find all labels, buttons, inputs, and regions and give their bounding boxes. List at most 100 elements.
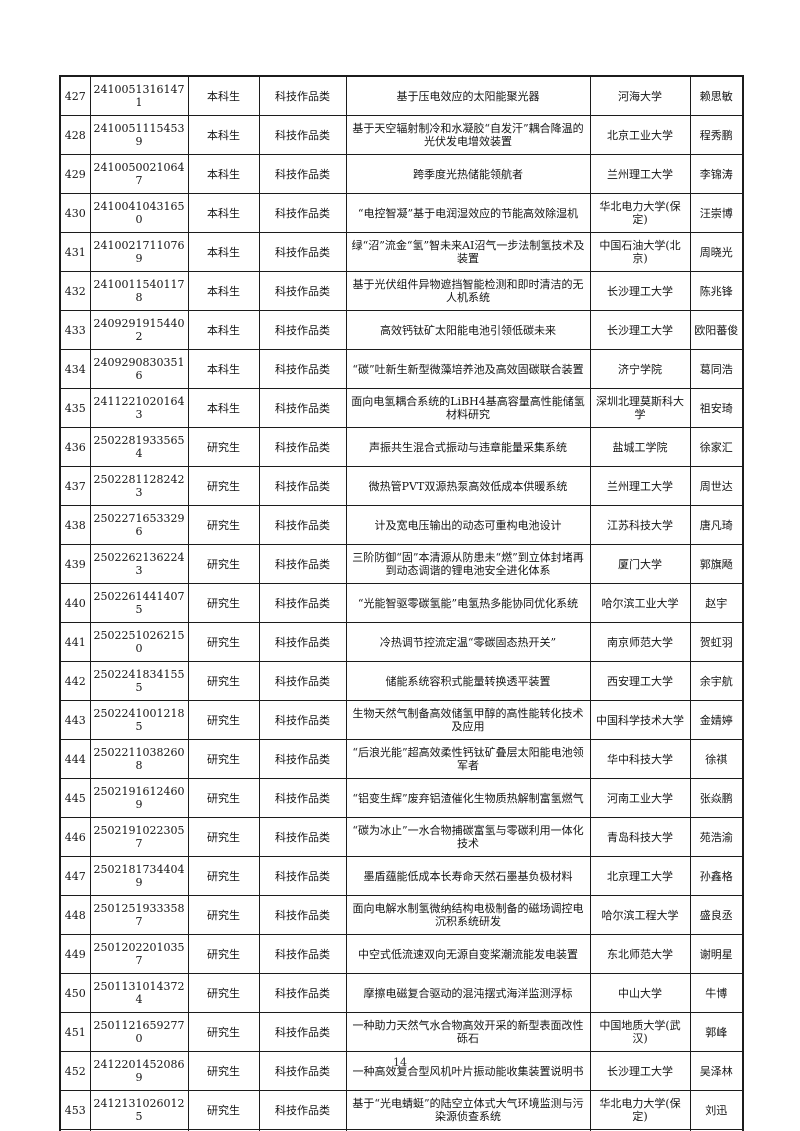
cell-university: 西安理工大学: [589, 661, 691, 701]
cell-category: 科技作品类: [258, 388, 347, 428]
cell-student-level: 本科生: [187, 193, 260, 233]
cell-entry-id: 24100217110769: [89, 232, 189, 272]
cell-category: 科技作品类: [258, 427, 347, 467]
cell-index: 431: [59, 232, 91, 272]
cell-author-name: 谢明星: [689, 934, 744, 974]
cell-index: 447: [59, 856, 91, 896]
cell-index: 434: [59, 349, 91, 389]
cell-index: 449: [59, 934, 91, 974]
cell-category: 科技作品类: [258, 75, 347, 116]
cell-author-name: 盛良丞: [689, 895, 744, 935]
cell-entry-id: 25022510262150: [89, 622, 189, 662]
cell-university: 华北电力大学(保定): [589, 193, 691, 233]
cell-author-name: 张焱鹏: [689, 778, 744, 818]
cell-project-title: 生物天然气制备高效储氢甲醇的高性能转化技术及应用: [345, 700, 591, 740]
table-row: 429 24100500210647 本科生 科技作品类 跨季度光热储能领航者 …: [59, 154, 744, 194]
cell-author-name: 郭峰: [689, 1012, 744, 1052]
cell-category: 科技作品类: [258, 544, 347, 584]
cell-project-title: 冷热调节控流定温“零碳固态热开关”: [345, 622, 591, 662]
cell-student-level: 研究生: [187, 505, 260, 545]
cell-entry-id: 25022110382608: [89, 739, 189, 779]
table-row: 427 24100513161471 本科生 科技作品类 基于压电效应的太阳能聚…: [59, 75, 744, 116]
cell-project-title: 高效钙钛矿太阳能电池引领低碳未来: [345, 310, 591, 350]
cell-entry-id: 25022621362243: [89, 544, 189, 584]
cell-student-level: 本科生: [187, 232, 260, 272]
cell-project-title: 三阶防御“固”本清源从防患未“燃”到立体封堵再到动态调谐的锂电池安全进化体系: [345, 544, 591, 584]
cell-project-title: “铝变生辉”废弃铝渣催化生物质热解制富氢燃气: [345, 778, 591, 818]
cell-university: 长沙理工大学: [589, 310, 691, 350]
table-row: 430 24100410431650 本科生 科技作品类 “电控智凝”基于电润湿…: [59, 193, 744, 233]
cell-project-title: 一种助力天然气水合物高效开采的新型表面改性砾石: [345, 1012, 591, 1052]
cell-author-name: 周璐: [689, 1129, 744, 1131]
cell-student-level: 本科生: [187, 75, 260, 116]
table-row: 453 24121310260125 研究生 科技作品类 基于“光电蜻蜓”的陆空…: [59, 1090, 744, 1130]
cell-entry-id: 24121310260125: [89, 1090, 189, 1130]
cell-entry-id: 24092908303516: [89, 349, 189, 389]
entries-table: 427 24100513161471 本科生 科技作品类 基于压电效应的太阳能聚…: [59, 75, 744, 1131]
cell-category: 科技作品类: [258, 1012, 347, 1052]
cell-university: 兰州理工大学: [589, 154, 691, 194]
cell-entry-id: 25012519333587: [89, 895, 189, 935]
cell-university: 中国石油大学(北京): [589, 232, 691, 272]
table-row: 436 25022819335654 研究生 科技作品类 声振共生混合式振动与违…: [59, 427, 744, 467]
cell-author-name: 周世达: [689, 466, 744, 506]
cell-university: 深圳北理莫斯科大学: [589, 388, 691, 428]
cell-author-name: 贺虹羽: [689, 622, 744, 662]
cell-project-title: 基于“光电蜻蜓”的陆空立体式大气环境监测与污染源侦查系统: [345, 1090, 591, 1130]
cell-university: 济宁学院: [589, 349, 691, 389]
cell-student-level: 本科生: [187, 271, 260, 311]
cell-author-name: 徐祺: [689, 739, 744, 779]
cell-university: 厦门大学: [589, 544, 691, 584]
cell-index: 440: [59, 583, 91, 623]
cell-student-level: 研究生: [187, 817, 260, 857]
cell-entry-id: 25011310143724: [89, 973, 189, 1013]
cell-entry-id: 25022410012185: [89, 700, 189, 740]
cell-project-title: 摩擦电磁复合驱动的混沌摆式海洋监测浮标: [345, 973, 591, 1013]
cell-project-title: 声振共生混合式振动与违章能量采集系统: [345, 427, 591, 467]
cell-project-title: “光能智驱零碳氢能”电氢热多能协同优化系统: [345, 583, 591, 623]
cell-category: 科技作品类: [258, 622, 347, 662]
cell-entry-id: 24100511154539: [89, 115, 189, 155]
cell-student-level: 研究生: [187, 1090, 260, 1130]
cell-entry-id: 24100513161471: [89, 75, 189, 116]
cell-entry-id: 25021817344049: [89, 856, 189, 896]
cell-category: 科技作品类: [258, 895, 347, 935]
cell-author-name: 孙鑫格: [689, 856, 744, 896]
table-row: 432 24100115401178 本科生 科技作品类 基于光伏组件异物遮挡智…: [59, 271, 744, 311]
cell-index: 444: [59, 739, 91, 779]
cell-entry-id: 24100500210647: [89, 154, 189, 194]
cell-author-name: 吴泽林: [689, 1051, 744, 1091]
cell-category: 科技作品类: [258, 700, 347, 740]
cell-category: 科技作品类: [258, 1090, 347, 1130]
cell-student-level: 研究生: [187, 973, 260, 1013]
cell-student-level: 本科生: [187, 349, 260, 389]
cell-project-title: “碳为冰止”一水合物捕碳富氢与零碳利用一体化技术: [345, 817, 591, 857]
cell-category: 科技作品类: [258, 115, 347, 155]
cell-author-name: 周晓光: [689, 232, 744, 272]
cell-category: 科技作品类: [258, 505, 347, 545]
cell-author-name: 赵宇: [689, 583, 744, 623]
cell-category: 科技作品类: [258, 310, 347, 350]
cell-project-title: 面向电氢耦合系统的LiBH4基高容量高性能储氢材料研究: [345, 388, 591, 428]
cell-university: 北京工业大学: [589, 115, 691, 155]
cell-project-title: 跨季度光热储能领航者: [345, 154, 591, 194]
cell-index: 452: [59, 1051, 91, 1091]
table-row: 428 24100511154539 本科生 科技作品类 基于天空辐射制冷和水凝…: [59, 115, 744, 155]
cell-university: 中山大学: [589, 973, 691, 1013]
table-row: 452 24122014520869 研究生 科技作品类 一种高效复合型风机叶片…: [59, 1051, 744, 1091]
table-row: 447 25021817344049 研究生 科技作品类 墨盾蕴能低成本长寿命天…: [59, 856, 744, 896]
cell-university: 哈尔滨工程大学: [589, 895, 691, 935]
cell-entry-id: 25022614414075: [89, 583, 189, 623]
table-row: 439 25022621362243 研究生 科技作品类 三阶防御“固”本清源从…: [59, 544, 744, 584]
cell-student-level: 本科生: [187, 310, 260, 350]
cell-student-level: 研究生: [187, 1051, 260, 1091]
cell-index: 438: [59, 505, 91, 545]
cell-author-name: 刘迅: [689, 1090, 744, 1130]
cell-author-name: 汪崇博: [689, 193, 744, 233]
cell-student-level: 研究生: [187, 934, 260, 974]
cell-entry-id: 24112210201643: [89, 388, 189, 428]
cell-project-title: 基于光伏组件异物遮挡智能检测和即时清洁的无人机系统: [345, 271, 591, 311]
cell-project-title: 计及宽电压输出的动态可重构电池设计: [345, 505, 591, 545]
cell-student-level: 研究生: [187, 427, 260, 467]
table-row: 445 25021916124609 研究生 科技作品类 “铝变生辉”废弃铝渣催…: [59, 778, 744, 818]
